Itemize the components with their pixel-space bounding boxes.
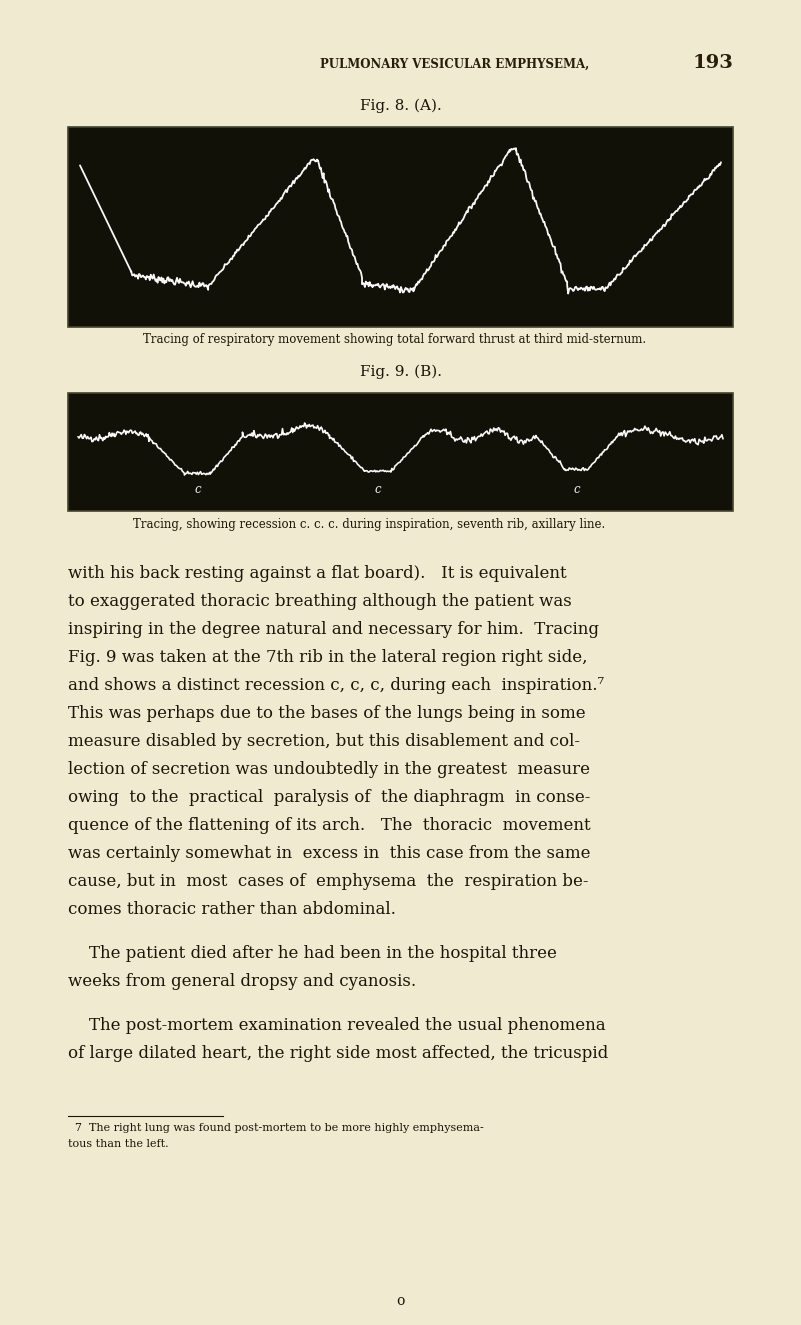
Text: c: c	[194, 484, 200, 497]
Text: quence of the flattening of its arch.   The  thoracic  movement: quence of the flattening of its arch. Th…	[68, 818, 590, 833]
Text: and shows a distinct recession c, c, c, during each  inspiration.⁷: and shows a distinct recession c, c, c, …	[68, 677, 604, 694]
Text: o: o	[396, 1295, 405, 1308]
Text: Tracing of respiratory movement showing total forward thrust at third mid-sternu: Tracing of respiratory movement showing …	[143, 333, 646, 346]
Text: with his back resting against a flat board).   It is equivalent: with his back resting against a flat boa…	[68, 564, 566, 582]
Text: 193: 193	[692, 54, 733, 72]
Text: inspiring in the degree natural and necessary for him.  Tracing: inspiring in the degree natural and nece…	[68, 621, 599, 639]
Text: Fig. 9. (B).: Fig. 9. (B).	[360, 364, 441, 379]
Text: Fig. 9 was taken at the 7th rib in the lateral region right side,: Fig. 9 was taken at the 7th rib in the l…	[68, 649, 587, 666]
Bar	[68, 394, 733, 511]
Text: weeks from general dropsy and cyanosis.: weeks from general dropsy and cyanosis.	[68, 973, 417, 990]
Text: to exaggerated thoracic breathing although the patient was: to exaggerated thoracic breathing althou…	[68, 594, 572, 610]
Text: c: c	[574, 484, 580, 497]
Text: lection of secretion was undoubtedly in the greatest  measure: lection of secretion was undoubtedly in …	[68, 761, 590, 778]
Text: owing  to the  practical  paralysis of  the diaphragm  in conse-: owing to the practical paralysis of the …	[68, 788, 590, 806]
Text: was certainly somewhat in  excess in  this case from the same: was certainly somewhat in excess in this…	[68, 845, 590, 863]
Text: The patient died after he had been in the hospital three: The patient died after he had been in th…	[68, 945, 557, 962]
Text: Tracing, showing recession c. c. c. during inspiration, seventh rib, axillary li: Tracing, showing recession c. c. c. duri…	[133, 518, 606, 531]
Text: 7  The right lung was found post-mortem to be more highly emphysema-: 7 The right lung was found post-mortem t…	[68, 1124, 484, 1133]
Text: cause, but in  most  cases of  emphysema  the  respiration be-: cause, but in most cases of emphysema th…	[68, 873, 589, 890]
Text: tous than the left.: tous than the left.	[68, 1140, 169, 1149]
Text: PULMONARY VESICULAR EMPHYSEMA,: PULMONARY VESICULAR EMPHYSEMA,	[320, 58, 590, 72]
Text: measure disabled by secretion, but this disablement and col-: measure disabled by secretion, but this …	[68, 733, 580, 750]
Bar	[68, 127, 733, 327]
Text: comes thoracic rather than abdominal.: comes thoracic rather than abdominal.	[68, 901, 396, 918]
Text: The post-mortem examination revealed the usual phenomena: The post-mortem examination revealed the…	[68, 1018, 606, 1034]
Text: Fig. 8. (A).: Fig. 8. (A).	[360, 98, 441, 113]
Text: This was perhaps due to the bases of the lungs being in some: This was perhaps due to the bases of the…	[68, 705, 586, 722]
Text: of large dilated heart, the right side most affected, the tricuspid: of large dilated heart, the right side m…	[68, 1045, 608, 1063]
Text: c: c	[375, 484, 381, 497]
